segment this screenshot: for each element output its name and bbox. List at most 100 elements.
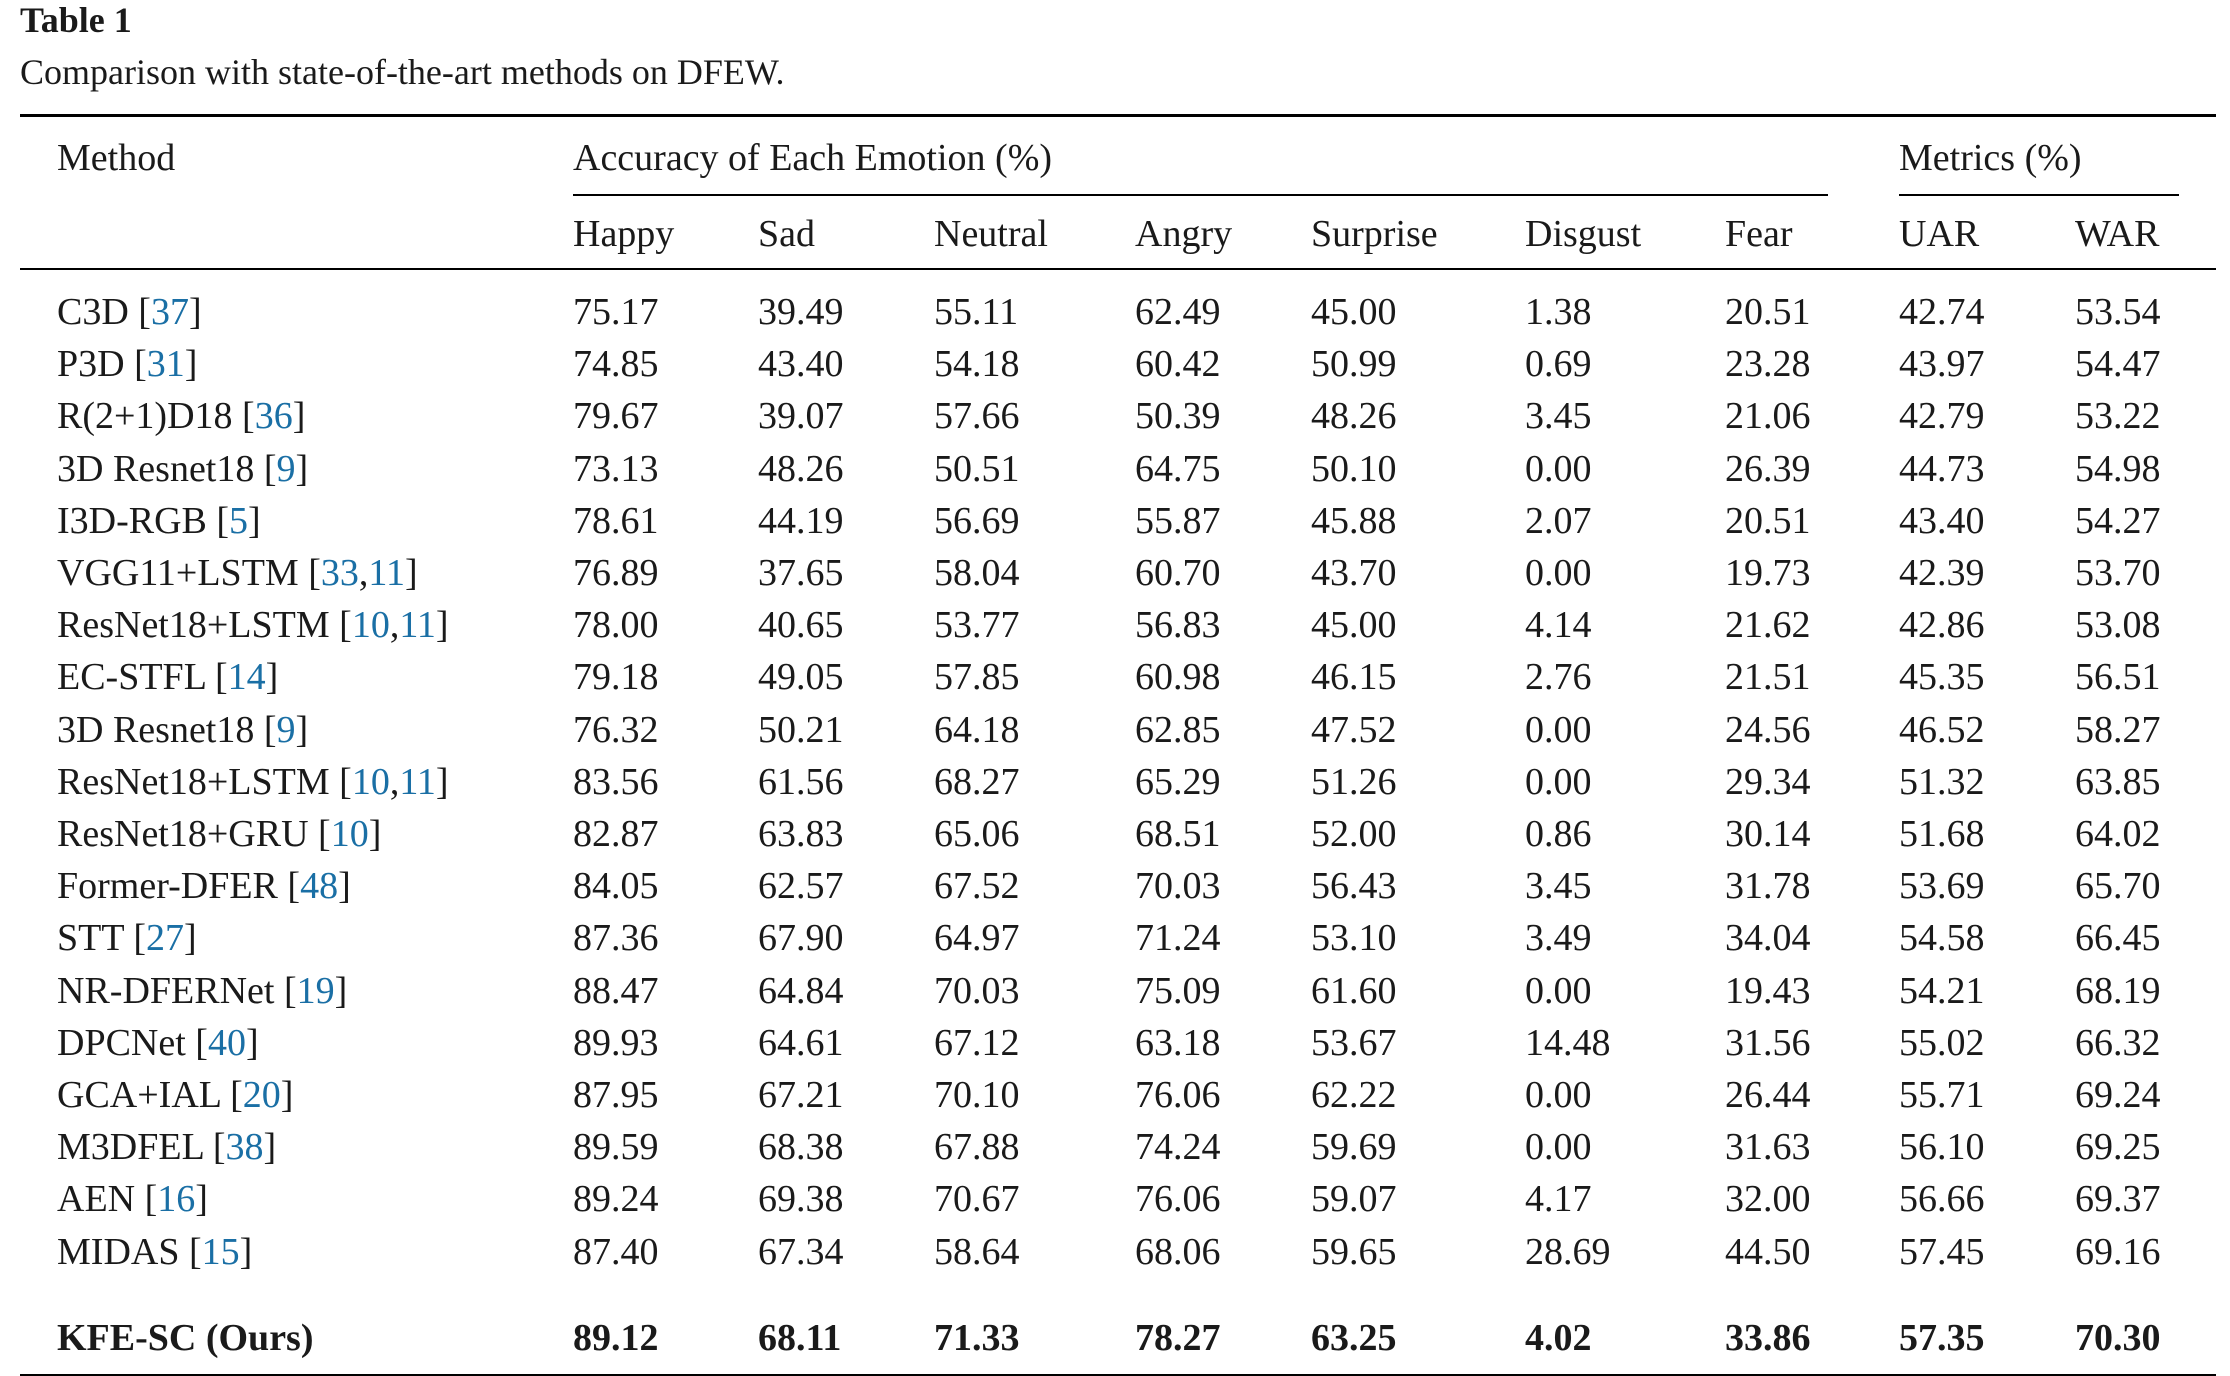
table-label: Table 1 [20,0,132,40]
citation-link[interactable]: 37 [150,291,189,333]
value-cell: 32.00 [1725,1178,1811,1221]
value-cell: 26.39 [1725,447,1811,490]
value-cell: 66.32 [2075,1021,2161,1064]
value-cell: 56.66 [1899,1178,1985,1221]
value-cell: 69.16 [2075,1230,2161,1273]
value-cell: 75.09 [1135,969,1221,1012]
column-header-surprise: Surprise [1311,213,1438,255]
method-cell: EC-STFL [14] [57,656,279,699]
value-cell: 70.67 [934,1178,1020,1221]
value-cell: 30.14 [1725,813,1811,855]
value-cell: 68.38 [758,1126,844,1169]
ours-value-cell: 63.25 [1311,1317,1397,1359]
value-cell: 84.05 [573,865,659,908]
value-cell: 53.54 [2075,291,2161,333]
method-cell: M3DFEL [38] [57,1126,277,1169]
method-name: P3D [57,343,125,386]
value-cell: 68.51 [1135,813,1221,855]
value-cell: 49.05 [758,656,844,699]
value-cell: 55.02 [1899,1021,1985,1064]
value-cell: 79.18 [573,656,659,699]
value-cell: 0.00 [1525,1074,1592,1116]
value-cell: 3.49 [1525,917,1592,960]
value-cell: 51.26 [1311,760,1397,803]
citation-link[interactable]: 14 [227,656,266,699]
method-cell: R(2+1)D18 [36] [57,395,306,438]
value-cell: 54.18 [934,343,1020,386]
value-cell: 37.65 [758,552,844,594]
value-cell: 55.87 [1135,499,1221,542]
column-header-war: WAR [2075,213,2160,255]
value-cell: 26.44 [1725,1074,1811,1116]
method-name: ResNet18+LSTM [57,760,330,803]
value-cell: 89.24 [573,1178,659,1221]
value-cell: 0.00 [1525,447,1592,490]
value-cell: 20.51 [1725,291,1811,333]
value-cell: 76.32 [573,708,659,751]
value-cell: 3.45 [1525,865,1592,908]
value-cell: 44.19 [758,499,844,542]
column-header-uar: UAR [1899,213,1980,255]
method-name: MIDAS [57,1230,180,1273]
citation-link[interactable]: 16 [157,1178,196,1221]
citation-link[interactable]: 10 [351,760,390,803]
citation-link[interactable]: 11 [399,604,436,647]
value-cell: 43.70 [1311,552,1397,594]
citation-link[interactable]: 19 [296,969,335,1012]
value-cell: 70.03 [1135,865,1221,908]
citation-link[interactable]: 9 [276,447,296,490]
citation-link[interactable]: 36 [254,395,293,438]
value-cell: 73.13 [573,447,659,490]
value-cell: 71.24 [1135,917,1221,960]
citation-link[interactable]: 48 [300,865,339,908]
value-cell: 47.52 [1311,708,1397,751]
value-cell: 78.00 [573,604,659,647]
value-cell: 64.84 [758,969,844,1012]
value-cell: 75.17 [573,291,659,333]
value-cell: 39.49 [758,291,844,333]
value-cell: 74.24 [1135,1126,1221,1169]
citation-link[interactable]: 15 [201,1230,240,1273]
citation-link[interactable]: 20 [242,1074,281,1116]
metrics-group-rule [1899,194,2179,196]
value-cell: 0.86 [1525,813,1592,855]
method-cell: 3D Resnet18 [9] [57,447,309,490]
header-metrics-group: Metrics (%) [1899,137,2082,179]
value-cell: 39.07 [758,395,844,438]
value-cell: 21.06 [1725,395,1811,438]
emotion-group-rule [573,194,1828,196]
citation-link[interactable]: 40 [207,1021,246,1064]
value-cell: 29.34 [1725,760,1811,803]
method-cell: ResNet18+LSTM [10,11] [57,604,449,647]
value-cell: 53.70 [2075,552,2161,594]
value-cell: 46.52 [1899,708,1985,751]
citation-link[interactable]: 10 [330,813,369,855]
citation-link[interactable]: 11 [368,552,405,594]
value-cell: 58.27 [2075,708,2161,751]
method-cell: Former-DFER [48] [57,865,351,908]
citation-link[interactable]: 33 [320,552,359,594]
method-name: EC-STFL [57,656,206,699]
value-cell: 42.86 [1899,604,1985,647]
method-cell: 3D Resnet18 [9] [57,708,309,751]
value-cell: 78.61 [573,499,659,542]
citation-link[interactable]: 9 [276,708,296,751]
value-cell: 52.00 [1311,813,1397,855]
value-cell: 65.70 [2075,865,2161,908]
method-cell: DPCNet [40] [57,1021,259,1064]
value-cell: 67.12 [934,1021,1020,1064]
value-cell: 67.34 [758,1230,844,1273]
citation-link[interactable]: 31 [146,343,185,386]
citation-link[interactable]: 10 [351,604,390,647]
value-cell: 63.18 [1135,1021,1221,1064]
value-cell: 69.25 [2075,1126,2161,1169]
citation-link[interactable]: 38 [225,1126,264,1169]
citation-link[interactable]: 11 [399,760,436,803]
value-cell: 2.76 [1525,656,1592,699]
citation-link[interactable]: 27 [146,917,185,960]
value-cell: 43.40 [1899,499,1985,542]
value-cell: 89.93 [573,1021,659,1064]
citation-link[interactable]: 5 [229,499,249,542]
value-cell: 2.07 [1525,499,1592,542]
value-cell: 67.21 [758,1074,844,1116]
